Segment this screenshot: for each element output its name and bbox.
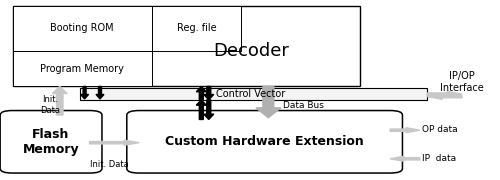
FancyArrow shape: [428, 94, 462, 99]
FancyArrow shape: [196, 86, 206, 100]
Text: Reg. file: Reg. file: [176, 23, 216, 33]
FancyArrow shape: [52, 86, 67, 115]
FancyBboxPatch shape: [0, 111, 102, 173]
Text: Control Vector: Control Vector: [216, 89, 286, 99]
Text: IP/OP
Interface: IP/OP Interface: [440, 71, 484, 93]
Bar: [12, 6, 360, 86]
Text: Init. Data: Init. Data: [90, 160, 129, 169]
Text: Decoder: Decoder: [213, 42, 289, 60]
FancyArrow shape: [390, 128, 420, 133]
FancyArrow shape: [96, 86, 104, 99]
Text: Init.
Data: Init. Data: [40, 95, 60, 115]
FancyArrow shape: [80, 86, 88, 99]
FancyArrow shape: [196, 100, 206, 120]
Bar: [80, 88, 428, 100]
FancyArrow shape: [90, 140, 139, 145]
FancyBboxPatch shape: [127, 111, 402, 173]
Text: IP  data: IP data: [422, 154, 456, 163]
FancyArrow shape: [428, 91, 462, 97]
Text: Flash
Memory: Flash Memory: [22, 128, 80, 156]
Bar: [12, 51, 151, 86]
Text: Custom Hardware Extension: Custom Hardware Extension: [165, 135, 364, 148]
Text: Program Memory: Program Memory: [40, 64, 124, 74]
Text: Booting ROM: Booting ROM: [50, 23, 114, 33]
Text: OP data: OP data: [422, 125, 458, 134]
Bar: [152, 6, 241, 51]
FancyArrow shape: [204, 86, 214, 100]
FancyArrow shape: [390, 156, 420, 161]
Bar: [12, 6, 151, 51]
Text: Data Bus: Data Bus: [284, 101, 324, 110]
FancyArrow shape: [256, 86, 281, 118]
FancyArrow shape: [204, 100, 214, 120]
